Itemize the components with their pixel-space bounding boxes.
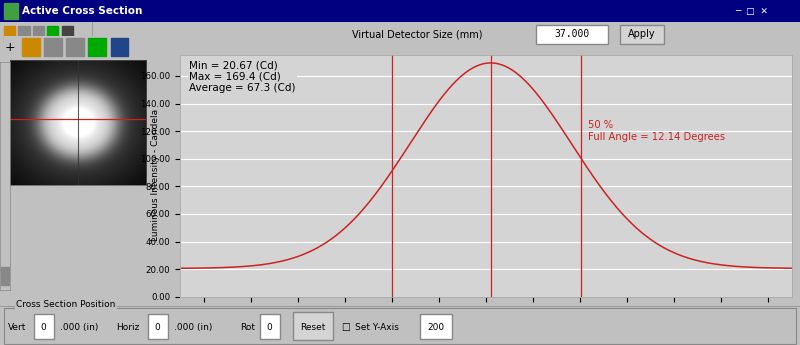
Bar: [22, 38, 39, 57]
FancyBboxPatch shape: [34, 314, 54, 339]
Text: .000 (in): .000 (in): [60, 323, 98, 332]
Text: Min = 20.67 (Cd)
Max = 169.4 (Cd)
Average = 67.3 (Cd): Min = 20.67 (Cd) Max = 169.4 (Cd) Averag…: [189, 60, 296, 93]
Bar: [66, 38, 84, 57]
Text: 37.000: 37.000: [554, 29, 590, 39]
Bar: [1, 267, 9, 285]
Bar: [18, 26, 30, 43]
Text: Set Y-Axis: Set Y-Axis: [355, 323, 399, 332]
Bar: [88, 38, 106, 57]
Bar: [44, 38, 62, 57]
Text: Horiz: Horiz: [116, 323, 139, 332]
Text: 0: 0: [154, 323, 161, 332]
FancyBboxPatch shape: [4, 308, 796, 344]
Bar: [4, 3, 18, 19]
Text: 0: 0: [40, 323, 46, 332]
Text: Luminous Intensity - Candela: Luminous Intensity - Candela: [150, 109, 160, 241]
FancyBboxPatch shape: [536, 25, 608, 44]
FancyBboxPatch shape: [260, 314, 280, 339]
Text: Active Cross Section: Active Cross Section: [22, 6, 142, 16]
Bar: [110, 38, 128, 57]
Text: ☐: ☐: [341, 323, 350, 333]
Text: Virtual Detector Size (mm): Virtual Detector Size (mm): [352, 29, 482, 39]
FancyBboxPatch shape: [420, 314, 452, 339]
Text: Vert: Vert: [8, 323, 26, 332]
Bar: [4, 26, 15, 43]
Text: ─  □  ✕: ─ □ ✕: [735, 7, 768, 16]
Text: Apply: Apply: [628, 29, 655, 39]
Text: .000 (in): .000 (in): [174, 323, 213, 332]
Text: Rot: Rot: [240, 323, 255, 332]
Text: 200: 200: [427, 323, 445, 332]
Bar: [47, 26, 58, 43]
Text: +: +: [5, 41, 15, 54]
Bar: [62, 26, 73, 43]
Text: 0: 0: [266, 323, 273, 332]
Text: Reset: Reset: [300, 323, 326, 332]
FancyBboxPatch shape: [620, 25, 664, 44]
FancyBboxPatch shape: [293, 312, 333, 340]
Text: Cross Section Position: Cross Section Position: [16, 299, 115, 308]
Text: 50 %
Full Angle = 12.14 Degrees: 50 % Full Angle = 12.14 Degrees: [588, 120, 725, 142]
Bar: [33, 26, 44, 43]
FancyBboxPatch shape: [148, 314, 168, 339]
X-axis label: Degrees: Degrees: [464, 318, 508, 328]
